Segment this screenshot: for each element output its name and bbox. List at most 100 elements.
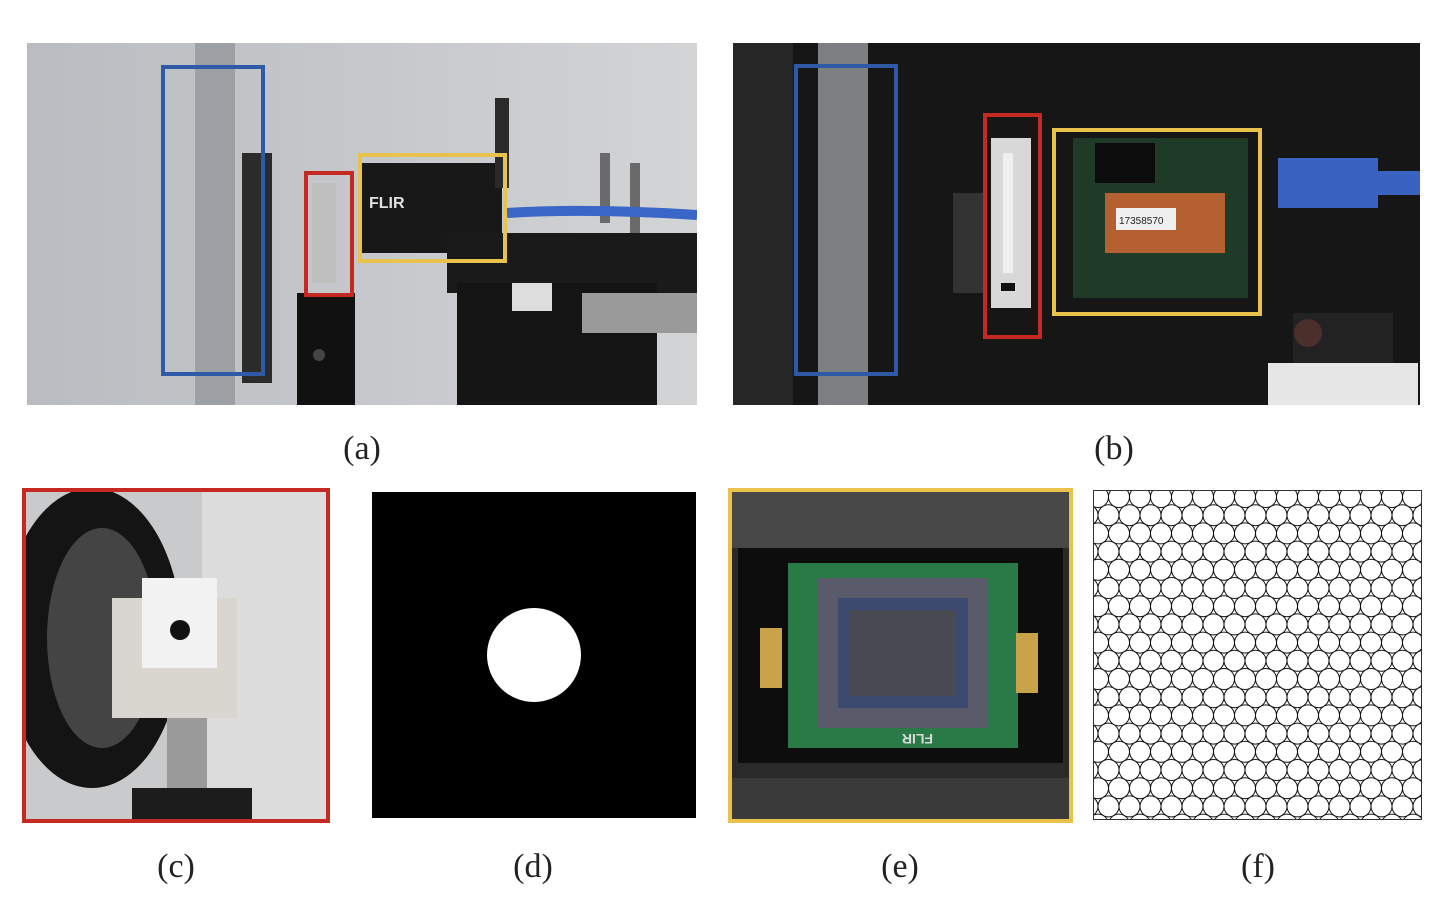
lattice-circle — [1360, 631, 1382, 654]
caption-f: (f) — [1241, 848, 1275, 885]
panel-f-lattice — [1093, 490, 1422, 820]
lattice-circle — [1339, 631, 1361, 654]
serial-sticker-text: 17358570 — [1119, 216, 1164, 227]
lattice-circle — [1234, 595, 1256, 618]
lattice-circle — [1094, 668, 1109, 690]
lattice-circle — [1402, 668, 1421, 690]
lattice-circle — [1349, 686, 1372, 709]
lattice-circle — [1193, 813, 1213, 819]
lattice-circle — [1391, 795, 1414, 818]
lattice-circle — [1192, 777, 1214, 800]
lattice-circle — [1265, 504, 1288, 527]
lattice-circle — [1094, 522, 1109, 545]
lattice-circle — [1360, 522, 1382, 545]
lattice-circle — [1318, 740, 1340, 763]
lattice-circle — [1402, 491, 1421, 508]
lattice-circle — [1139, 795, 1162, 818]
lattice-circle — [1265, 686, 1288, 709]
lattice-circle — [1097, 540, 1120, 563]
lattice-circle — [1307, 613, 1330, 636]
red-frame-c — [22, 488, 330, 823]
lattice-circle — [1297, 631, 1319, 654]
caption-c: (c) — [157, 848, 195, 885]
lattice-circle — [1160, 649, 1183, 672]
lattice-circle — [1234, 558, 1256, 581]
lattice-circle — [1160, 722, 1183, 745]
lattice-circle — [1370, 759, 1393, 781]
yellow-frame-e — [728, 488, 1073, 823]
lattice-circle — [1360, 558, 1382, 581]
lattice-circle — [1412, 613, 1421, 636]
lattice-circle — [1391, 759, 1414, 781]
lattice-circle — [1139, 540, 1162, 563]
lattice-circle — [1181, 504, 1204, 527]
lattice-circle — [1139, 759, 1162, 781]
lattice-circle — [1129, 777, 1151, 800]
lattice-circle — [1402, 777, 1421, 800]
lattice-circle — [1391, 504, 1414, 527]
lattice-circle — [1256, 813, 1276, 819]
lattice-circle — [1360, 704, 1382, 727]
lattice-circle — [1151, 813, 1171, 819]
lattice-circle — [1297, 704, 1319, 727]
lattice-circle — [1118, 759, 1141, 781]
lattice-circle — [1213, 631, 1235, 654]
lattice-circle — [1202, 540, 1225, 563]
lattice-circle — [1297, 777, 1319, 800]
lattice-circle — [1328, 577, 1351, 599]
lattice-circle — [1276, 631, 1298, 654]
lattice-circle — [1265, 722, 1288, 745]
lattice-circle — [1202, 577, 1225, 599]
lattice-circle — [1349, 722, 1372, 745]
lattice-circle — [1192, 704, 1214, 727]
lattice-circle — [1339, 522, 1361, 545]
lattice-circle — [1328, 649, 1351, 672]
lattice-circle — [1339, 558, 1361, 581]
lattice-circle — [1181, 577, 1204, 599]
lattice-circle — [1094, 595, 1109, 618]
lattice-circle — [1235, 813, 1255, 819]
lattice-circle — [1171, 668, 1193, 690]
lattice-circle — [1213, 740, 1235, 763]
lattice-circle — [1391, 686, 1414, 709]
lattice-circle — [1139, 613, 1162, 636]
lattice-circle — [1234, 631, 1256, 654]
lattice-circle — [1412, 650, 1421, 672]
lattice-circle — [1370, 540, 1393, 563]
lattice-circle — [1360, 777, 1382, 800]
lattice-circle — [1370, 504, 1393, 527]
lattice-circle — [1339, 668, 1361, 690]
lattice-circle — [1339, 595, 1361, 618]
lattice-circle — [1381, 558, 1403, 581]
lattice-circle — [1234, 740, 1256, 763]
lattice-circle — [1297, 522, 1319, 545]
lattice-circle — [1130, 813, 1150, 819]
lattice-circle — [1265, 613, 1288, 636]
lattice-circle — [1265, 540, 1288, 563]
lattice-circle — [1318, 704, 1340, 727]
lattice-circle — [1181, 649, 1204, 672]
lattice-circle — [1160, 613, 1183, 636]
lattice-circle — [1181, 759, 1204, 781]
lattice-circle — [1160, 577, 1183, 599]
lattice-circle — [1108, 631, 1130, 654]
lattice-circle — [1265, 577, 1288, 599]
lattice-circle — [1160, 686, 1183, 709]
lattice-circle — [1234, 704, 1256, 727]
lattice-circle — [1109, 813, 1129, 819]
lattice-circle — [1361, 813, 1381, 819]
lattice-circle — [1349, 759, 1372, 781]
lattice-circle — [1150, 595, 1172, 618]
lattice-circle — [1255, 704, 1277, 727]
lattice-circle — [1370, 722, 1393, 745]
lattice-circle — [1297, 595, 1319, 618]
lattice-circle — [1108, 668, 1130, 690]
panel-e-photo: FLIR — [728, 488, 1073, 823]
lattice-circle — [1307, 795, 1330, 818]
lattice-circle — [1160, 504, 1183, 527]
lattice-circle — [1097, 759, 1120, 781]
lattice-circle — [1150, 740, 1172, 763]
lattice-circle — [1192, 631, 1214, 654]
lattice-circle — [1223, 540, 1246, 563]
lattice-circle — [1286, 759, 1309, 781]
